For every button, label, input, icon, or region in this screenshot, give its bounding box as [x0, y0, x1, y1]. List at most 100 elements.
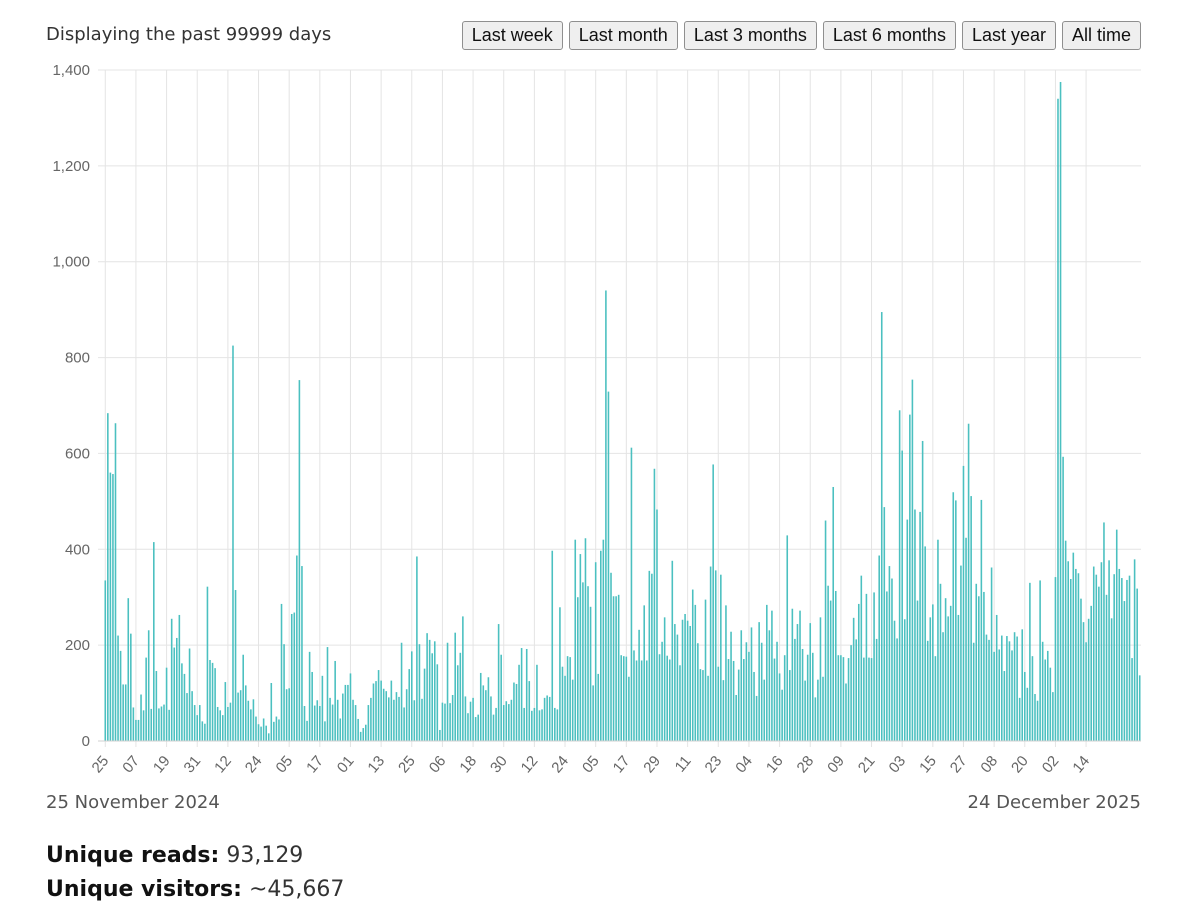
bar[interactable]	[456, 665, 459, 741]
bar[interactable]	[893, 620, 896, 741]
bar[interactable]	[551, 550, 554, 741]
bar[interactable]	[605, 290, 607, 741]
bar[interactable]	[656, 509, 658, 741]
bar[interactable]	[819, 617, 822, 741]
bar[interactable]	[1001, 635, 1003, 741]
bar[interactable]	[398, 696, 400, 741]
bar[interactable]	[155, 671, 158, 741]
bar[interactable]	[316, 700, 319, 741]
bar[interactable]	[127, 598, 130, 741]
bar[interactable]	[482, 685, 485, 741]
bar[interactable]	[408, 669, 411, 741]
bar[interactable]	[638, 629, 640, 741]
bar[interactable]	[663, 617, 666, 741]
bar[interactable]	[515, 683, 518, 741]
bar[interactable]	[1013, 632, 1016, 741]
bar[interactable]	[720, 574, 722, 741]
bar[interactable]	[799, 610, 801, 741]
bar[interactable]	[1067, 561, 1069, 741]
bar[interactable]	[326, 647, 329, 741]
bar[interactable]	[561, 666, 564, 741]
bar[interactable]	[382, 688, 385, 741]
bar[interactable]	[344, 684, 347, 741]
bar[interactable]	[709, 566, 712, 741]
bar[interactable]	[290, 613, 293, 741]
bar[interactable]	[704, 599, 707, 741]
bar[interactable]	[334, 660, 336, 741]
bar[interactable]	[242, 654, 244, 741]
bar[interactable]	[944, 598, 947, 741]
bar[interactable]	[380, 680, 382, 741]
all-time-button[interactable]: All time	[1061, 21, 1141, 50]
bar[interactable]	[135, 719, 137, 741]
bar[interactable]	[329, 697, 331, 741]
bar[interactable]	[834, 590, 837, 741]
bar[interactable]	[939, 583, 942, 741]
bar[interactable]	[178, 614, 181, 741]
bar[interactable]	[193, 705, 196, 741]
bar[interactable]	[433, 641, 436, 741]
bar[interactable]	[1041, 641, 1044, 741]
bar[interactable]	[730, 631, 732, 741]
bar[interactable]	[278, 719, 280, 741]
bar[interactable]	[359, 731, 362, 741]
bar[interactable]	[577, 597, 579, 741]
bar[interactable]	[495, 707, 497, 741]
bar[interactable]	[697, 643, 699, 741]
bar[interactable]	[130, 633, 132, 741]
bar[interactable]	[957, 614, 960, 741]
bar[interactable]	[1049, 667, 1052, 741]
bar[interactable]	[786, 535, 789, 741]
bar[interactable]	[955, 500, 957, 741]
bar[interactable]	[694, 604, 697, 741]
bar[interactable]	[260, 726, 262, 741]
bar[interactable]	[975, 583, 978, 741]
bar[interactable]	[441, 702, 444, 741]
bar[interactable]	[388, 697, 390, 741]
bar[interactable]	[1069, 579, 1072, 741]
bar[interactable]	[288, 688, 290, 741]
bar[interactable]	[579, 554, 582, 741]
bar[interactable]	[267, 733, 270, 741]
bar[interactable]	[354, 705, 357, 741]
bar[interactable]	[428, 639, 431, 741]
bar[interactable]	[459, 652, 462, 741]
bar[interactable]	[421, 698, 423, 741]
bar[interactable]	[794, 638, 796, 741]
bar[interactable]	[485, 690, 487, 741]
bar[interactable]	[947, 616, 949, 741]
bar[interactable]	[569, 657, 571, 741]
bar[interactable]	[1138, 675, 1141, 741]
bar[interactable]	[347, 684, 349, 741]
bar[interactable]	[431, 653, 434, 741]
bar[interactable]	[239, 690, 242, 741]
bar[interactable]	[755, 695, 758, 741]
bar[interactable]	[525, 648, 528, 741]
bar[interactable]	[201, 721, 204, 741]
bar[interactable]	[832, 486, 835, 741]
bar[interactable]	[377, 670, 380, 741]
bar[interactable]	[745, 642, 748, 741]
bar[interactable]	[490, 696, 492, 741]
bar[interactable]	[883, 507, 886, 741]
bar[interactable]	[206, 586, 209, 741]
bar[interactable]	[439, 729, 441, 741]
bar[interactable]	[643, 605, 646, 741]
bar[interactable]	[306, 720, 308, 741]
bar[interactable]	[497, 624, 500, 741]
bar[interactable]	[722, 680, 725, 741]
bar[interactable]	[932, 604, 934, 741]
bar[interactable]	[1090, 605, 1092, 741]
bar[interactable]	[781, 689, 783, 741]
bar[interactable]	[1085, 642, 1087, 741]
bar[interactable]	[791, 608, 794, 741]
bar[interactable]	[244, 685, 247, 741]
bar[interactable]	[492, 714, 495, 741]
bar[interactable]	[390, 680, 393, 741]
bar[interactable]	[880, 312, 883, 741]
bar[interactable]	[681, 619, 684, 741]
bar[interactable]	[224, 682, 227, 741]
bar[interactable]	[837, 655, 840, 741]
bar[interactable]	[449, 703, 451, 741]
bar[interactable]	[446, 642, 449, 741]
